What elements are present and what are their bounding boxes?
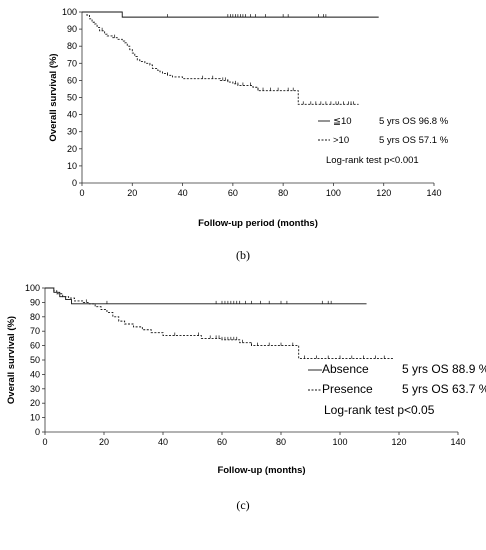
log-rank-annotation: Log-rank test p<0.001 xyxy=(326,155,419,166)
y-tick-label: 20 xyxy=(30,398,40,408)
y-tick-label: 100 xyxy=(25,283,40,293)
y-tick-label: 40 xyxy=(67,110,77,120)
y-tick-label: 40 xyxy=(30,369,40,379)
y-tick-label: 90 xyxy=(67,24,77,34)
y-tick-label: 50 xyxy=(30,355,40,365)
x-tick-label: 20 xyxy=(99,437,109,447)
x-tick-label: 120 xyxy=(376,188,391,198)
x-tick-label: 120 xyxy=(391,437,406,447)
y-tick-label: 80 xyxy=(67,41,77,51)
x-tick-label: 40 xyxy=(158,437,168,447)
series-line-solid xyxy=(45,287,367,305)
figure-caption: (b) xyxy=(236,248,250,262)
legend-series-label: 5 yrs OS 96.8 % xyxy=(379,116,449,127)
log-rank-annotation: Log-rank test p<0.05 xyxy=(324,403,435,417)
y-axis-label: Overall survival (%) xyxy=(48,53,59,141)
y-tick-label: 60 xyxy=(67,75,77,85)
x-tick-label: 0 xyxy=(42,437,47,447)
y-tick-label: 0 xyxy=(35,427,40,437)
y-axis-label: Overall survival (%) xyxy=(6,316,17,404)
legend-series-label: 5 yrs OS 63.7 % xyxy=(402,382,486,396)
x-tick-label: 80 xyxy=(278,188,288,198)
y-tick-label: 100 xyxy=(62,7,77,17)
y-tick-label: 50 xyxy=(67,93,77,103)
chart-b: 0 10 20 30 40 50 60 70 80 90 100 0 20 40 60 80 100 120 140… xyxy=(48,7,449,262)
y-tick-label: 0 xyxy=(72,178,77,188)
x-tick-label: 100 xyxy=(326,188,341,198)
figure-caption: (c) xyxy=(236,498,249,512)
x-tick-label: 20 xyxy=(127,188,137,198)
y-tick-label: 60 xyxy=(30,341,40,351)
y-tick-label: 10 xyxy=(67,161,77,171)
x-tick-label: 140 xyxy=(426,188,441,198)
legend-series-name: >10 xyxy=(333,135,349,146)
y-tick-label: 70 xyxy=(67,58,77,68)
series-line-dashed xyxy=(82,11,359,105)
legend-series-label: 5 yrs OS 88.9 % xyxy=(402,362,486,376)
y-tick-label: 90 xyxy=(30,297,40,307)
x-tick-label: 40 xyxy=(178,188,188,198)
legend-series-name: ≦10 xyxy=(333,116,352,127)
x-tick-label: 0 xyxy=(79,188,84,198)
y-tick-label: 70 xyxy=(30,326,40,336)
x-tick-label: 60 xyxy=(228,188,238,198)
legend-series-label: 5 yrs OS 57.1 % xyxy=(379,135,449,146)
x-tick-label: 100 xyxy=(332,437,347,447)
chart-c: 0 10 20 30 40 50 60 70 80 90 100 0 20 40 60 80 100 120 140… xyxy=(6,283,486,512)
legend-series-name: Presence xyxy=(322,382,373,396)
x-tick-label: 140 xyxy=(450,437,465,447)
y-tick-label: 20 xyxy=(67,144,77,154)
x-tick-label: 80 xyxy=(276,437,286,447)
y-tick-label: 30 xyxy=(67,127,77,137)
y-tick-label: 10 xyxy=(30,413,40,423)
x-axis-label: Follow-up period (months) xyxy=(198,218,318,229)
x-tick-label: 60 xyxy=(217,437,227,447)
legend-series-name: Absence xyxy=(322,362,369,376)
x-axis-label: Follow-up (months) xyxy=(217,465,305,476)
y-tick-label: 30 xyxy=(30,384,40,394)
y-tick-label: 80 xyxy=(30,312,40,322)
series-line-dashed xyxy=(45,287,394,360)
